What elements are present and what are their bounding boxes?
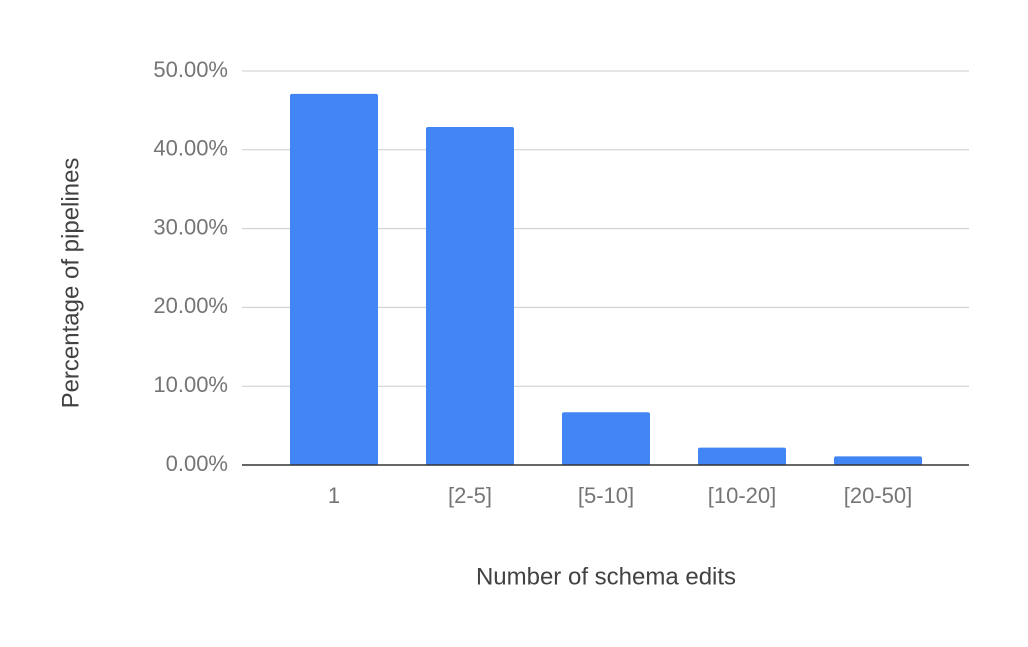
- y-tick-label: 30.00%: [153, 214, 228, 239]
- bar: [290, 93, 378, 466]
- y-axis-title: Percentage of pipelines: [57, 158, 84, 409]
- bar: [426, 126, 514, 465]
- y-tick-label: 0.00%: [166, 451, 228, 476]
- x-axis-title: Number of schema edits: [476, 563, 736, 590]
- x-tick-label: [20-50]: [844, 483, 913, 508]
- x-tick-label: 1: [328, 483, 340, 508]
- x-tick-label: [5-10]: [578, 483, 634, 508]
- y-tick-label: 50.00%: [153, 57, 228, 82]
- bar: [562, 412, 650, 465]
- bar: [698, 447, 786, 465]
- x-tick-label: [10-20]: [708, 483, 777, 508]
- bar: [834, 456, 922, 465]
- y-tick-label: 40.00%: [153, 136, 228, 161]
- x-tick-label: [2-5]: [448, 483, 492, 508]
- y-tick-label: 10.00%: [153, 372, 228, 397]
- y-tick-label: 20.00%: [153, 293, 228, 318]
